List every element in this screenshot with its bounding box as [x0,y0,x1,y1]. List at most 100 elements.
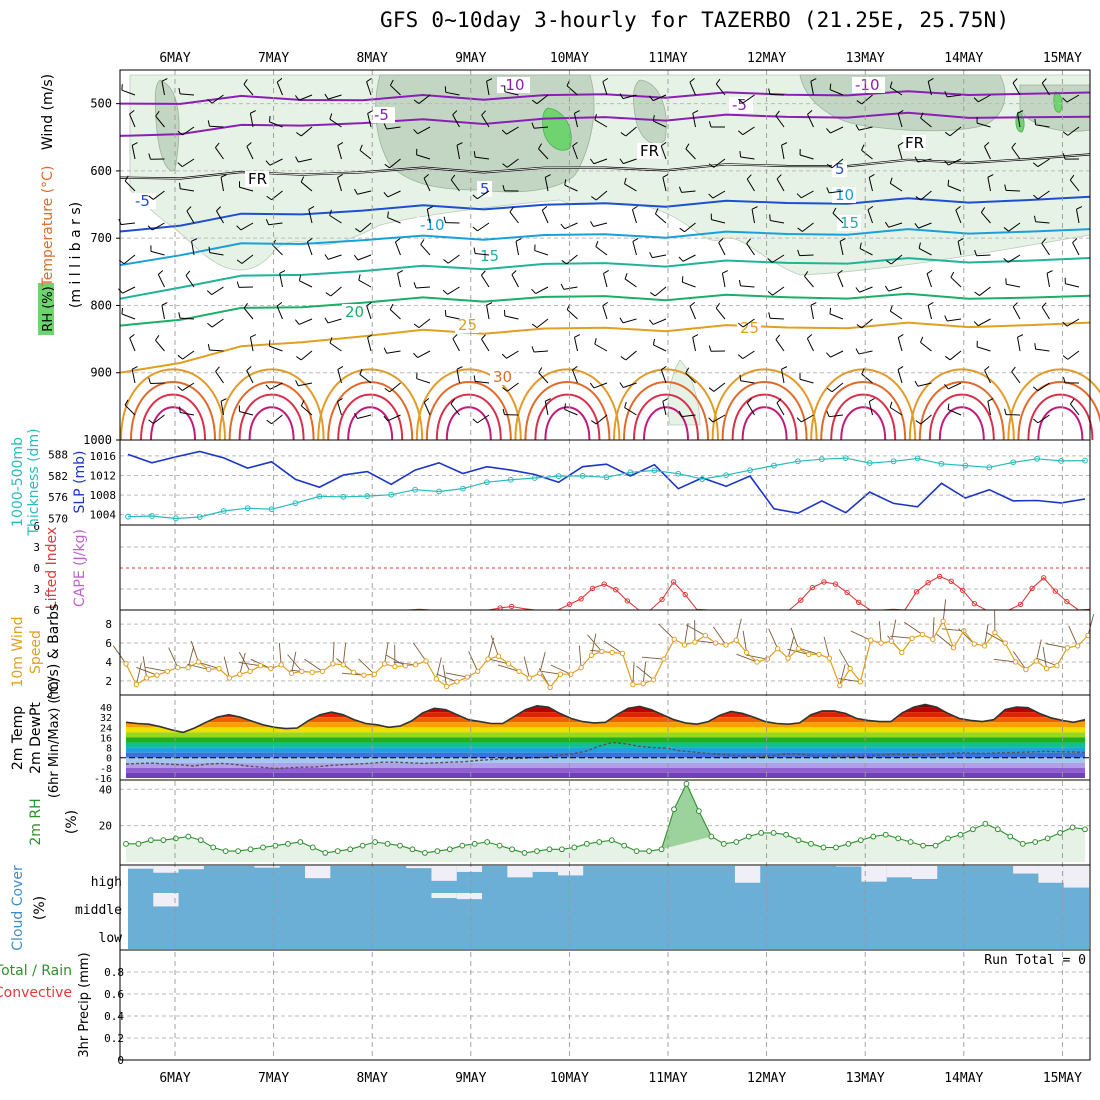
wind-barb [949,126,962,137]
surface-wind-barb [1036,657,1058,667]
isotherm-surface [918,380,1005,441]
cloud-high-bar [305,866,331,879]
y-tick-label: 6 [33,520,40,533]
lifted-index-point [936,573,943,580]
x-tick-label-top: 12MAY [747,51,786,66]
wind-barb [920,341,932,352]
wind-barb-flag [620,356,627,361]
wind-barb [653,120,667,128]
contour-label-bg [832,187,856,203]
contour-label-bg [490,369,514,385]
wind-barb-flag [685,143,690,150]
y-tick-label: 40 [99,783,112,796]
wind-barb [918,247,932,256]
cloud-high-bar [406,866,432,869]
wind-speed-point [774,646,781,652]
wind-barb [366,81,372,96]
surface-wind-barb [145,666,168,672]
contour-label: -10 [420,216,445,234]
wind-barb [506,350,519,359]
cloud-high-bar [532,866,558,872]
wind-speed-point [164,668,171,675]
wind-barb-flag [944,355,951,361]
wind-barb-flag [974,249,977,256]
surface-wind-barb [142,656,148,679]
wind-barb [807,114,814,128]
wind-speed-point [826,655,833,661]
surface-wind-barb [904,621,923,635]
wind-barb-flag [987,398,994,402]
wind-barb [475,253,490,256]
wind-barb-flag [366,77,372,83]
wind-barb [301,405,313,416]
isotherm-surface [711,368,818,441]
cloud-middle-bar [431,893,457,899]
wind-barb [534,350,549,353]
wind-barb [624,407,637,416]
wind-speed-point [630,681,636,688]
wind-speed-point [392,663,398,670]
lifted-index-point [682,591,688,598]
wind-barb-flag [648,95,654,101]
contour-label-bg [852,77,885,93]
isotherm-surface [741,406,788,441]
rh-point [272,842,279,849]
wind-barb-flag [1003,227,1009,232]
wind-speed-point [464,674,471,680]
x-tick-label-bottom: 9MAY [455,1071,486,1086]
wind-barb [327,318,342,324]
wind-barb [829,313,844,320]
wind-barb-flag [502,163,508,168]
wind-barb-flag [1012,78,1018,84]
wind-barb-flag [250,110,257,114]
wind-barb-flag [797,227,803,232]
contour-label-bg [417,217,450,233]
wind-barb-flag [296,132,302,137]
cloud-background [128,866,1089,949]
surface-wind-barb [685,624,706,636]
wind-barb [692,337,696,352]
wind-speed-point [1064,645,1071,651]
wind-barb-flag [1011,366,1016,373]
wind-barb [330,286,342,297]
rh-point [334,848,341,854]
wind-speed-point [578,664,584,671]
wind-barb-flag [279,270,286,274]
wind-barb [268,222,283,226]
wind-barb [868,177,873,192]
wind-barb-flag [944,160,949,166]
surface-wind-barb [223,656,230,679]
wind-barb [917,158,932,163]
wind-barb-flag [739,151,742,158]
contour-label-bg [371,107,395,123]
wind-barb-flag [266,195,272,201]
y-tick-label: 588 [48,449,68,462]
x-tick-label-top: 6MAY [159,51,190,66]
wind-barb [186,210,195,224]
rh-point [459,842,466,849]
wind-barb [150,250,165,256]
wind-barb [829,89,844,96]
rh-point [596,839,603,845]
wind-barb [603,273,608,288]
wind-barb [220,177,224,192]
rh-point [210,844,217,851]
wind-barb-flag [1041,302,1047,308]
wind-barb [456,145,460,160]
wind-barb-flag [829,307,832,314]
wind-barb [450,179,460,192]
wind-barb [416,378,431,384]
rh-point [446,846,453,853]
y-tick-label: 20 [99,820,112,833]
wind-barb [131,145,136,160]
rh-point [932,842,939,849]
wind-barb [220,401,224,416]
wind-barb-flag [124,175,129,182]
wind-barb-flag [423,174,429,179]
wind-barb [652,94,667,102]
wind-speed-point [330,661,336,667]
wind-speed-point [1074,643,1081,649]
wind-barb-flag [423,398,430,403]
cloud-high-bar [1038,866,1064,883]
wind-barb [689,81,696,96]
